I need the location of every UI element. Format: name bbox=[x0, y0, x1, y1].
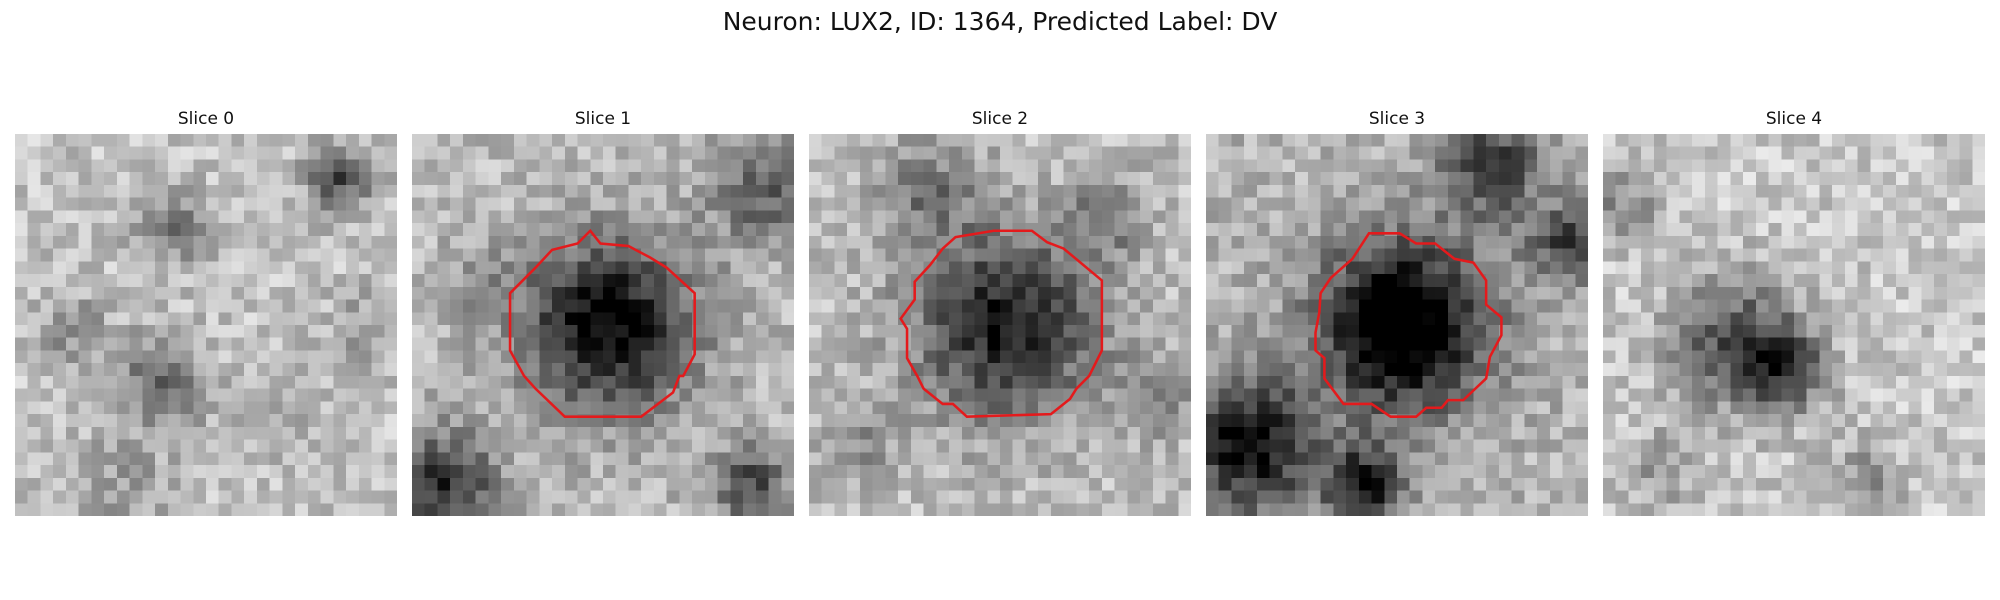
slice-4-title: Slice 4 bbox=[1765, 109, 1823, 129]
slice-1-pixels bbox=[412, 134, 794, 516]
slice-0-image bbox=[15, 134, 397, 516]
slice-3-pixels bbox=[1206, 134, 1588, 516]
slice-2-pixels bbox=[809, 134, 1191, 516]
slice-1-title: Slice 1 bbox=[574, 109, 632, 129]
slice-3-image bbox=[1206, 134, 1588, 516]
slice-3-roi-outline bbox=[1314, 232, 1503, 418]
slice-1-roi-outline bbox=[508, 228, 696, 418]
slice-0-title: Slice 0 bbox=[177, 109, 235, 129]
slice-2-roi-outline bbox=[899, 229, 1104, 418]
slice-2-title: Slice 2 bbox=[971, 109, 1029, 129]
slice-0-pixels bbox=[15, 134, 397, 516]
slice-2-image bbox=[809, 134, 1191, 516]
slice-3-title: Slice 3 bbox=[1368, 109, 1426, 129]
slice-1-image bbox=[412, 134, 794, 516]
slice-4-image bbox=[1603, 134, 1985, 516]
slice-4-pixels bbox=[1603, 134, 1985, 516]
figure-title: Neuron: LUX2, ID: 1364, Predicted Label:… bbox=[722, 7, 1278, 36]
